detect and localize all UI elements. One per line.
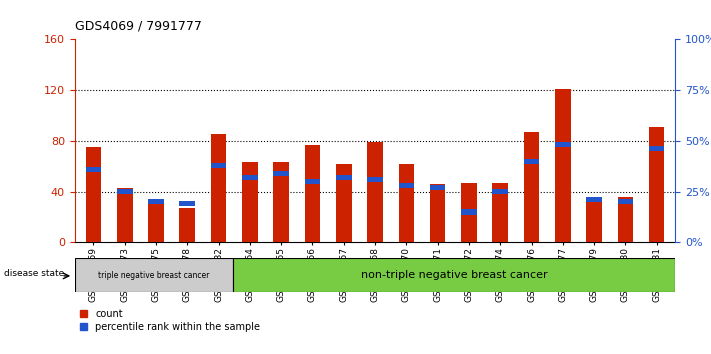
Legend: count, percentile rank within the sample: count, percentile rank within the sample [80,309,260,332]
Bar [399,164,415,242]
Bar [273,171,289,176]
Text: GDS4069 / 7991777: GDS4069 / 7991777 [75,19,201,32]
Text: triple negative breast cancer: triple negative breast cancer [98,271,210,280]
Bar [85,147,101,242]
Bar [210,162,226,168]
Bar [117,188,132,242]
Bar [304,144,320,242]
Bar [242,175,257,180]
Bar [336,175,351,180]
Bar [242,162,257,242]
Bar [618,199,634,204]
Bar [587,197,602,202]
Bar [179,208,195,242]
Bar [649,127,665,242]
Text: non-triple negative breast cancer: non-triple negative breast cancer [360,270,547,280]
Bar [367,177,383,182]
Bar [148,199,164,204]
Text: disease state: disease state [4,269,64,278]
Bar [336,164,351,242]
Bar [461,210,477,215]
Bar [117,189,132,194]
FancyBboxPatch shape [232,258,675,292]
Bar [587,200,602,242]
Bar [618,197,634,242]
Bar [148,200,164,242]
Bar [430,184,446,242]
Bar [399,183,415,188]
Bar [555,142,571,147]
Bar [273,162,289,242]
Bar [461,183,477,242]
Bar [179,201,195,206]
Bar [493,189,508,194]
Bar [524,132,540,242]
Bar [367,142,383,242]
Bar [524,159,540,164]
Bar [649,146,665,152]
Bar [210,135,226,242]
Bar [493,183,508,242]
Bar [85,167,101,172]
Bar [555,88,571,242]
Bar [304,179,320,184]
FancyBboxPatch shape [75,258,232,292]
Bar [430,185,446,190]
